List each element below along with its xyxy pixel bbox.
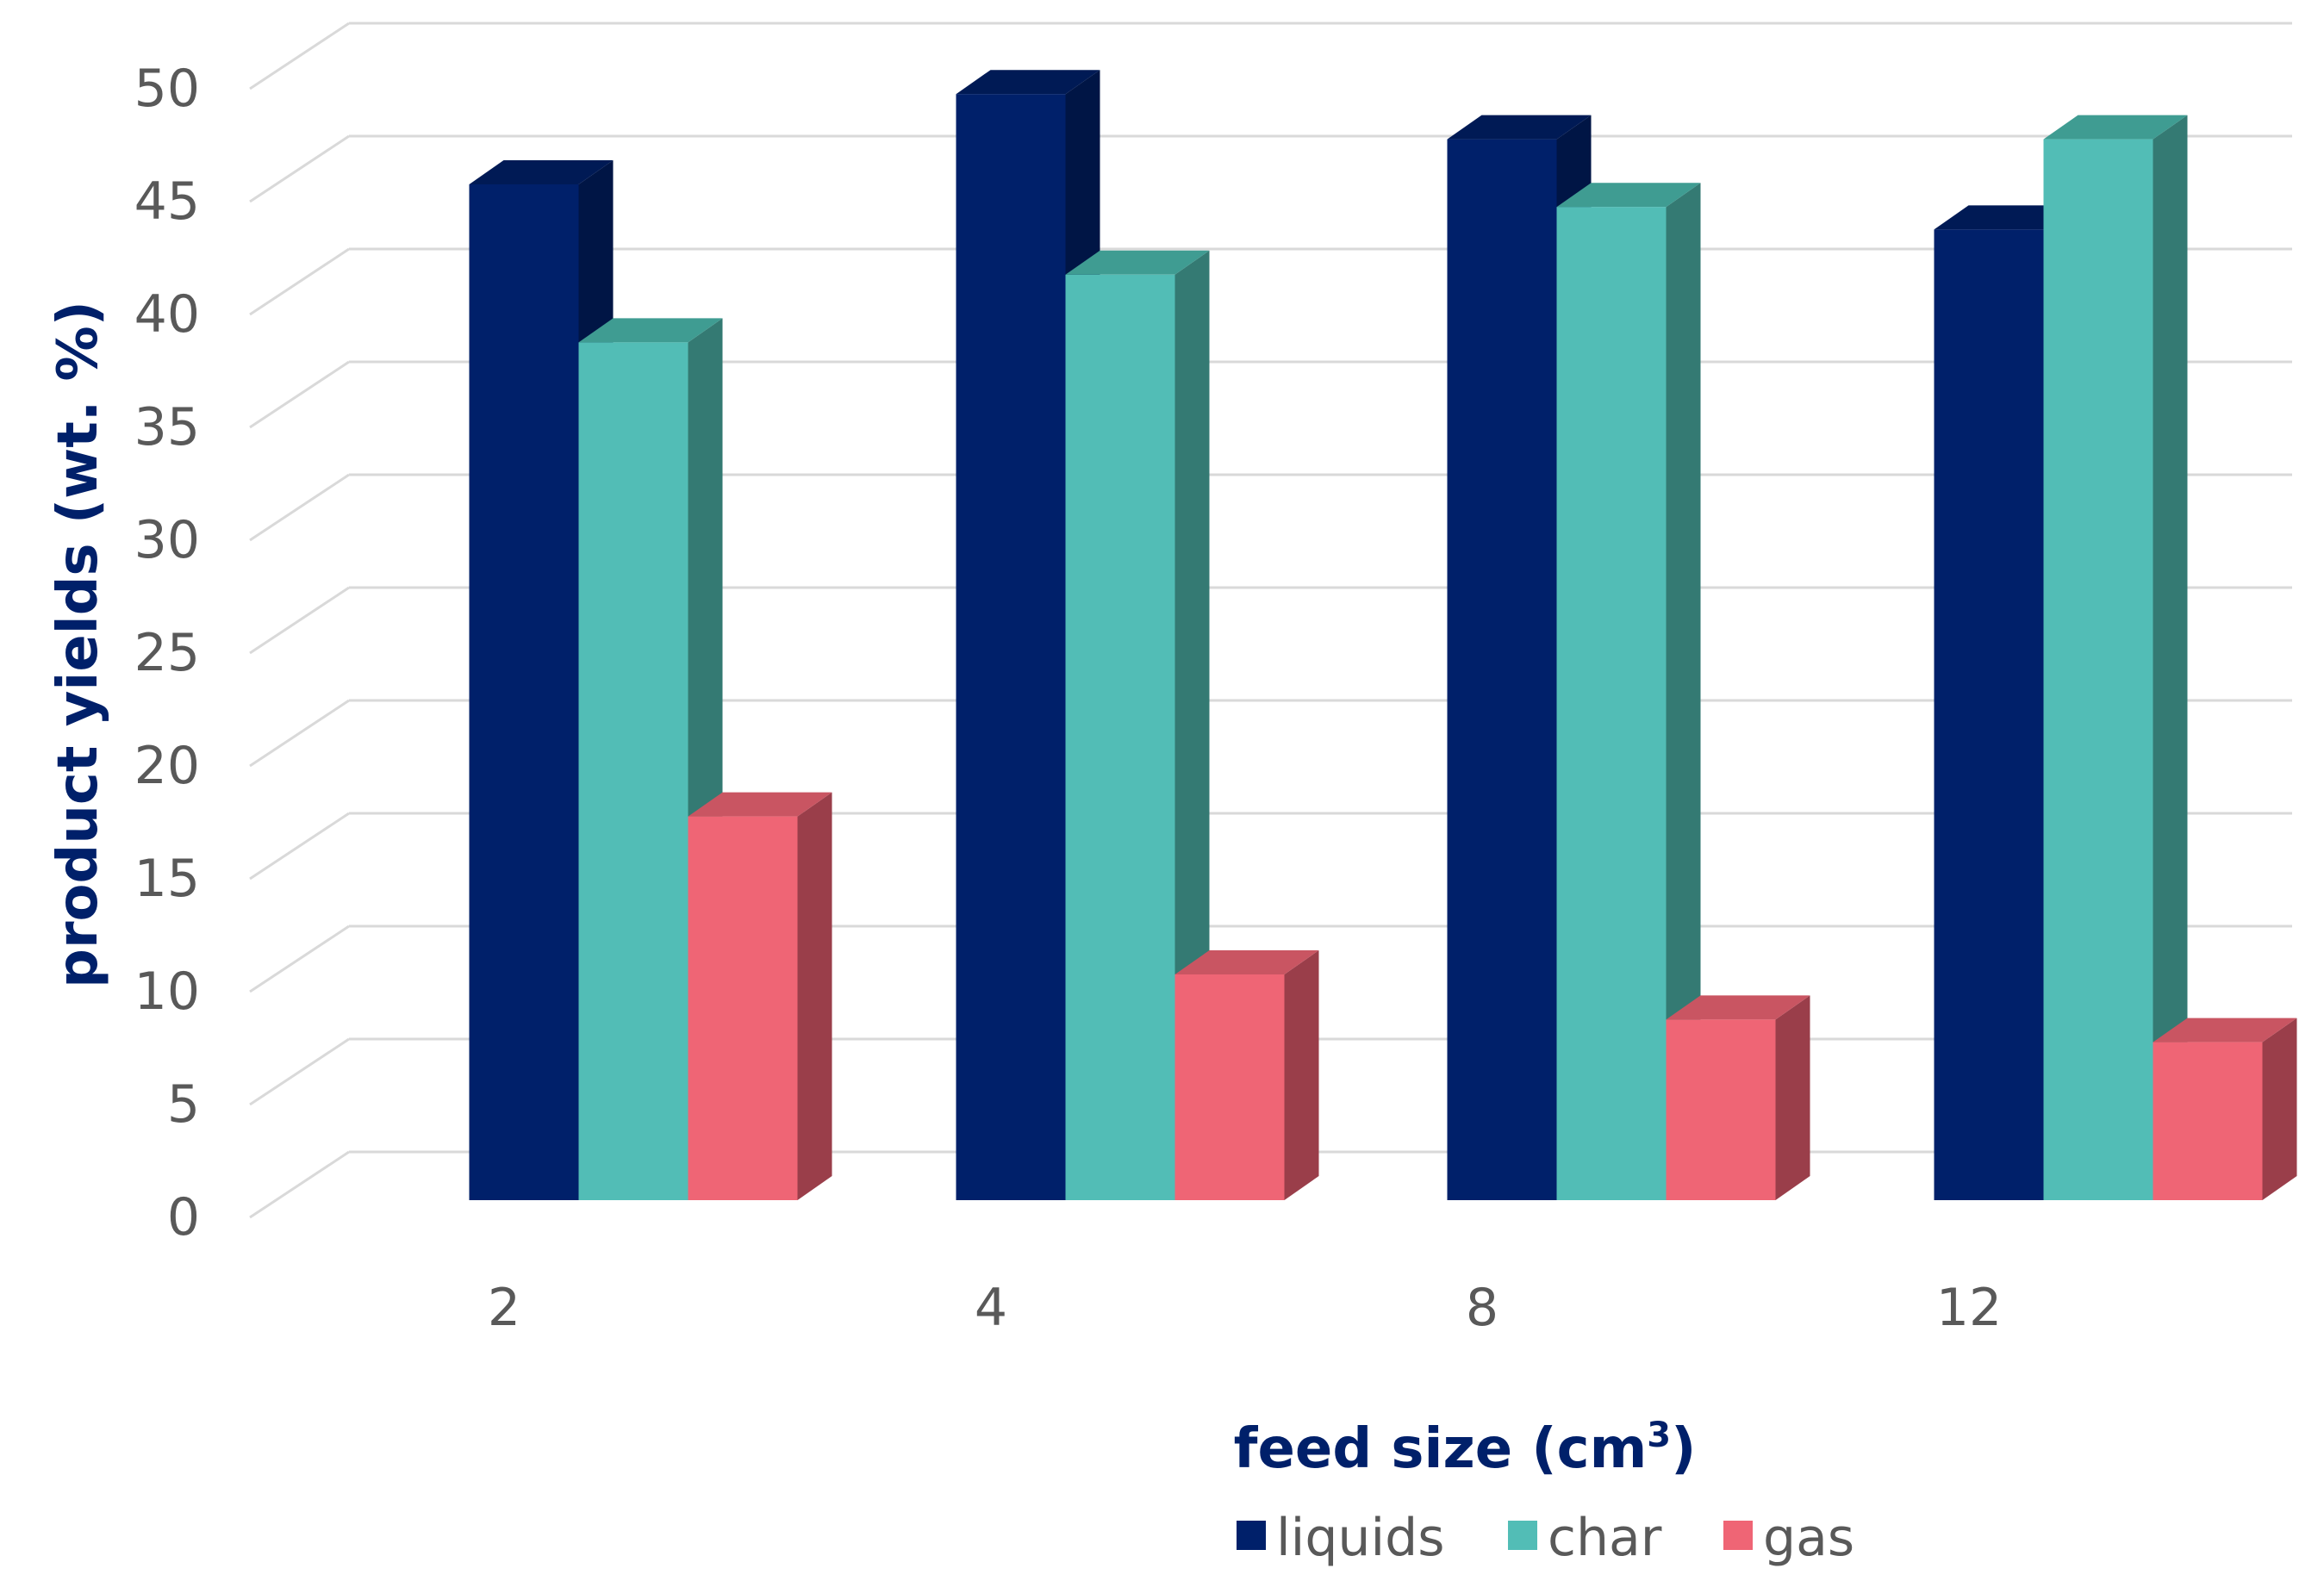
- bar-char-12: [2043, 115, 2188, 1201]
- y-tick-label: 30: [134, 510, 200, 570]
- bar-side-face: [1666, 183, 1701, 1201]
- legend-item-char: char: [1508, 1508, 1662, 1568]
- y-tick-label: 15: [134, 849, 200, 909]
- y-tick-label: 10: [134, 962, 200, 1022]
- gridline-diagonal: [249, 473, 350, 542]
- legend-swatch: [1508, 1521, 1537, 1550]
- x-axis-title-superscript: 3: [1647, 1416, 1671, 1455]
- gridline-diagonal: [249, 699, 350, 768]
- bar-gas-8: [1666, 995, 1810, 1200]
- bar-top-face: [578, 318, 723, 343]
- bar-top-face: [1174, 950, 1319, 974]
- legend: liquids char gas: [1237, 1508, 1854, 1568]
- legend-label: liquids: [1276, 1508, 1444, 1568]
- x-axis-ticks: 2 4 8 12: [488, 1278, 2002, 1338]
- y-tick-label: 35: [134, 397, 200, 457]
- bar-gas-4: [1174, 950, 1319, 1200]
- y-tick-label: 5: [167, 1074, 200, 1135]
- bar-front-face: [2153, 1042, 2263, 1200]
- bar-top-face: [1556, 183, 1701, 208]
- y-axis-title: product yields (wt. %): [47, 301, 110, 988]
- bar-gas-2: [688, 792, 832, 1200]
- bar-top-face: [469, 160, 614, 184]
- bar-top-face: [956, 70, 1100, 95]
- gridline-diagonal: [249, 22, 350, 90]
- bar-front-face: [578, 342, 688, 1200]
- gridline-diagonal: [249, 1037, 350, 1106]
- y-tick-label: 25: [134, 623, 200, 683]
- y-tick-label: 45: [134, 171, 200, 232]
- bar-top-face: [688, 792, 832, 817]
- x-axis-title-suffix: ): [1671, 1417, 1696, 1481]
- gridline-diagonal: [249, 924, 350, 993]
- bar-front-face: [1934, 229, 2044, 1200]
- bar-side-face: [797, 792, 832, 1200]
- bar-front-face: [1556, 207, 1667, 1201]
- gridline-diagonal: [249, 1150, 350, 1219]
- bar-side-face: [1775, 995, 1810, 1200]
- bar-gas-12: [2153, 1018, 2297, 1200]
- x-axis-title-main: feed size (cm: [1234, 1417, 1648, 1481]
- bar-side-face: [2262, 1018, 2297, 1200]
- y-tick-label: 20: [134, 736, 200, 796]
- bar-top-face: [1934, 205, 2078, 230]
- bar-char-8: [1556, 183, 1701, 1201]
- y-tick-label: 0: [167, 1187, 200, 1248]
- legend-item-gas: gas: [1723, 1508, 1854, 1568]
- bar-front-face: [956, 94, 1066, 1201]
- bar-top-face: [1666, 995, 1810, 1020]
- x-axis-title: feed size (cm3): [1234, 1416, 1697, 1481]
- bar-front-face: [1447, 139, 1557, 1201]
- y-axis-ticks: 0 5 10 15 20 25 30 35 40 45 50: [134, 59, 200, 1248]
- bar-front-face: [1174, 974, 1285, 1200]
- y-tick-label: 50: [134, 59, 200, 119]
- bar-side-face: [1284, 950, 1319, 1200]
- bar-top-face: [1447, 115, 1592, 140]
- x-tick-label: 2: [488, 1278, 520, 1338]
- legend-item-liquids: liquids: [1237, 1508, 1444, 1568]
- bar-front-face: [1065, 274, 1175, 1200]
- x-tick-label: 4: [975, 1278, 1007, 1338]
- legend-swatch: [1237, 1521, 1266, 1550]
- bar-top-face: [2043, 115, 2188, 140]
- legend-label: gas: [1763, 1508, 1854, 1568]
- gridline-diagonal: [249, 247, 350, 316]
- bar-side-face: [2153, 115, 2188, 1201]
- gridline-diagonal: [249, 134, 350, 203]
- bar-front-face: [469, 184, 579, 1200]
- bar-char-4: [1065, 250, 1210, 1200]
- bar-front-face: [688, 816, 798, 1200]
- gridline-diagonal: [249, 586, 350, 655]
- bar-front-face: [1666, 1019, 1776, 1200]
- legend-swatch: [1723, 1521, 1753, 1550]
- bar-front-face: [2043, 139, 2153, 1201]
- bar-top-face: [1065, 250, 1210, 275]
- bars: [469, 70, 2297, 1201]
- gridline-diagonal: [249, 812, 350, 881]
- legend-label: char: [1548, 1508, 1662, 1568]
- x-tick-label: 12: [1936, 1278, 2002, 1338]
- y-tick-label: 40: [134, 284, 200, 345]
- bar-top-face: [2153, 1018, 2297, 1042]
- gridline-diagonal: [249, 360, 350, 429]
- x-tick-label: 8: [1466, 1278, 1498, 1338]
